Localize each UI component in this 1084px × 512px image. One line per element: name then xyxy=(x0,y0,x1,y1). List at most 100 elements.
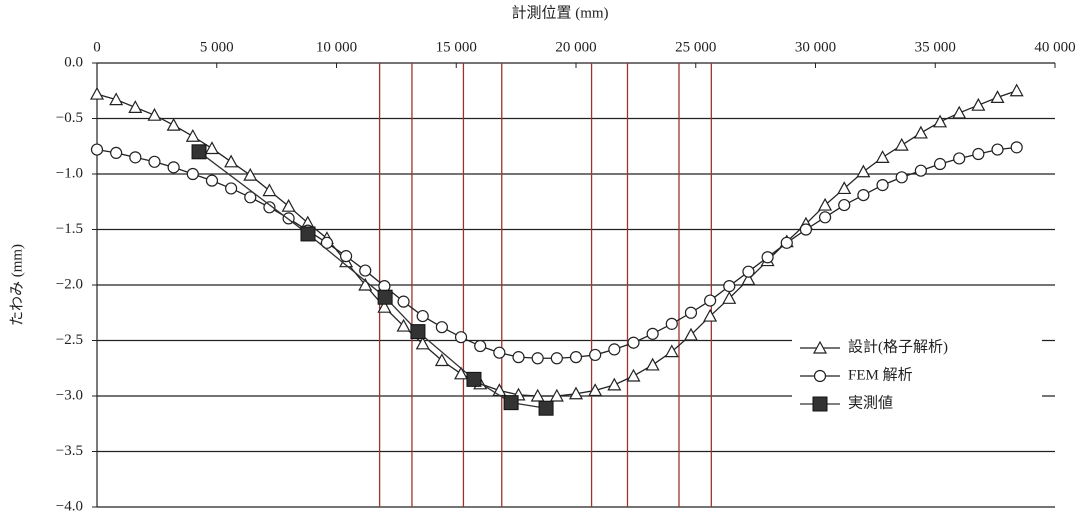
legend-marker xyxy=(813,369,827,383)
circle-marker xyxy=(818,211,832,224)
triangle-marker xyxy=(147,107,162,121)
circle-marker xyxy=(474,339,487,353)
legend-label: 設計(格子解析) xyxy=(848,338,948,355)
triangle-marker xyxy=(89,86,105,100)
circle-marker xyxy=(186,167,199,181)
triangle-marker xyxy=(741,272,756,286)
x-axis-label: 計測位置 (mm) xyxy=(511,4,608,21)
circle-marker xyxy=(933,157,947,171)
legend-marker xyxy=(812,396,828,412)
triangle-marker xyxy=(568,386,584,400)
triangle-marker xyxy=(722,291,737,304)
x-tick-label: 20 000 xyxy=(555,39,596,55)
y-tick-label: −1.0 xyxy=(56,165,83,181)
square-marker xyxy=(191,144,207,160)
circle-marker xyxy=(646,327,659,340)
circle-marker xyxy=(914,164,927,177)
triangle-marker xyxy=(837,181,852,195)
triangle-marker xyxy=(894,137,909,151)
triangle-marker xyxy=(128,100,143,113)
triangle-marker xyxy=(645,357,660,371)
circle-marker xyxy=(205,174,219,187)
circle-marker xyxy=(608,343,621,356)
circle-marker xyxy=(704,294,717,307)
circle-marker xyxy=(320,236,334,249)
triangle-marker xyxy=(166,117,181,131)
circle-marker xyxy=(780,236,793,249)
triangle-marker xyxy=(990,90,1005,104)
y-tick-label: −3.0 xyxy=(56,387,83,403)
y-tick-label: 0.0 xyxy=(64,54,83,70)
triangle-marker xyxy=(913,125,928,139)
y-tick-label: −0.5 xyxy=(56,110,83,126)
x-tick-label: 25 000 xyxy=(675,39,716,55)
circle-marker xyxy=(972,147,985,161)
circle-marker xyxy=(225,182,238,195)
circle-marker xyxy=(799,223,813,236)
circle-marker xyxy=(953,152,966,165)
circle-marker xyxy=(761,251,774,264)
triangle-marker xyxy=(224,154,239,168)
triangle-marker xyxy=(377,299,392,313)
triangle-marker xyxy=(856,164,871,178)
legend-label: 実測値 xyxy=(848,394,893,411)
circle-marker xyxy=(416,309,429,323)
series-line xyxy=(198,151,547,409)
circle-marker xyxy=(742,265,755,278)
circle-marker xyxy=(263,201,276,214)
circle-marker xyxy=(90,143,104,156)
circle-marker xyxy=(723,280,736,293)
circle-marker xyxy=(493,346,506,359)
triangle-marker xyxy=(818,197,833,211)
circle-marker xyxy=(550,352,563,365)
circle-marker xyxy=(110,146,123,160)
circle-marker xyxy=(895,171,908,184)
triangle-marker xyxy=(971,97,986,111)
square-marker xyxy=(300,226,316,242)
x-tick-label: 10 000 xyxy=(316,39,357,55)
circle-marker xyxy=(991,143,1004,156)
x-tick-label: 40 000 xyxy=(1034,39,1075,55)
square-marker xyxy=(538,400,554,416)
circle-marker xyxy=(684,306,698,319)
circle-marker xyxy=(129,151,142,164)
y-tick-label: −3.5 xyxy=(56,443,83,459)
circle-marker xyxy=(454,331,468,344)
y-tick-label: −2.5 xyxy=(56,332,83,348)
triangle-marker xyxy=(1009,83,1024,97)
triangle-marker xyxy=(185,129,200,142)
triangle-marker xyxy=(549,388,564,402)
triangle-marker xyxy=(875,150,890,163)
circle-marker xyxy=(531,352,544,365)
x-tick-label: 15 000 xyxy=(436,39,477,55)
y-tick-label: −1.5 xyxy=(56,221,83,237)
square-marker xyxy=(503,395,519,411)
circle-marker xyxy=(244,191,257,204)
circle-marker xyxy=(397,295,410,308)
triangle-marker xyxy=(492,383,507,397)
circle-marker xyxy=(148,155,161,168)
triangle-marker xyxy=(358,277,373,291)
triangle-marker xyxy=(530,388,545,402)
circle-marker xyxy=(838,198,851,212)
triangle-marker xyxy=(626,368,641,382)
x-tick-label: 35 000 xyxy=(915,39,956,55)
circle-marker xyxy=(339,250,353,263)
square-marker xyxy=(466,371,482,387)
triangle-marker xyxy=(243,167,258,181)
y-axis-label: たわみ (mm) xyxy=(8,244,25,326)
circle-marker xyxy=(569,351,583,364)
triangle-marker xyxy=(703,308,718,322)
triangle-marker xyxy=(607,377,622,391)
legend-marker xyxy=(812,340,828,354)
triangle-marker xyxy=(204,141,219,155)
x-tick-label: 0 xyxy=(93,39,101,55)
circle-marker xyxy=(359,264,372,277)
circle-marker xyxy=(1010,141,1023,154)
triangle-marker xyxy=(415,336,430,350)
circle-marker xyxy=(857,188,870,202)
circle-marker xyxy=(589,348,602,362)
square-marker xyxy=(410,324,426,340)
y-tick-label: −4.0 xyxy=(56,498,83,512)
